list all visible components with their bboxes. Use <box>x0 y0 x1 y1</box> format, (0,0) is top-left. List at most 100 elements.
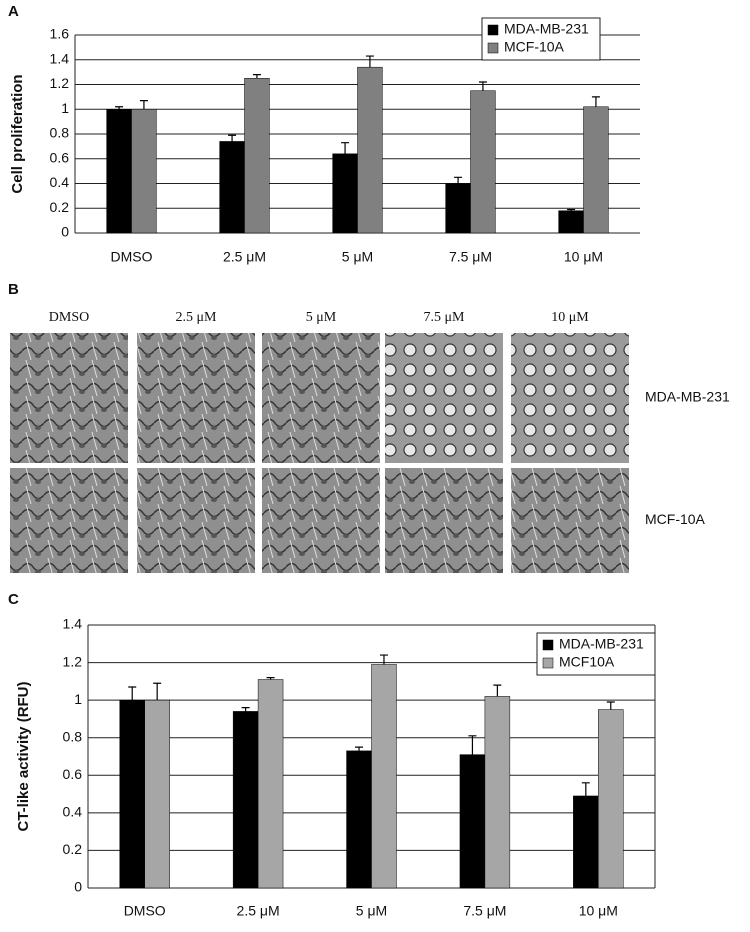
error-bar <box>266 677 275 680</box>
micrograph <box>262 468 380 573</box>
bar <box>371 664 397 889</box>
x-tick-label: 2.5 μM <box>237 903 280 919</box>
bar <box>459 754 486 889</box>
error-bar <box>606 701 615 710</box>
error-bar <box>128 686 137 701</box>
error-bar <box>153 682 162 701</box>
micrograph-row-label: MDA-MB-231 <box>645 389 730 405</box>
bar <box>131 109 157 234</box>
legend-swatch <box>487 24 499 36</box>
y-tick-label: 1.4 <box>50 50 70 66</box>
y-tick-label: 0 <box>61 224 69 240</box>
error-bar <box>115 106 124 110</box>
bar <box>106 109 132 234</box>
error-bar <box>567 208 576 211</box>
x-tick-label: DMSO <box>124 903 166 919</box>
y-tick-label: 1 <box>74 691 82 707</box>
error-bar <box>365 55 374 68</box>
bar <box>244 78 270 234</box>
legend-label: MCF10A <box>559 654 615 670</box>
y-tick-label: 0.8 <box>50 125 70 141</box>
legend-label: MCF-10A <box>504 39 565 55</box>
x-tick-label: 10 μM <box>579 903 618 919</box>
error-bar <box>355 746 364 751</box>
micrograph <box>262 333 380 463</box>
error-bar <box>252 74 261 79</box>
y-tick-label: 1.2 <box>63 653 83 669</box>
bar <box>144 699 170 889</box>
x-tick-label: 5 μM <box>342 249 373 265</box>
bar <box>232 711 259 889</box>
micrograph-column-label: DMSO <box>49 310 89 325</box>
bar <box>598 709 624 889</box>
micrograph <box>10 468 128 573</box>
error-bar <box>493 684 502 697</box>
legend-label: MDA-MB-231 <box>504 21 589 37</box>
micrograph <box>511 333 629 463</box>
y-axis-label: CT-like activity (RFU) <box>15 681 32 831</box>
legend-swatch <box>542 639 554 651</box>
x-tick-label: 7.5 μM <box>449 249 492 265</box>
panel-label: B <box>8 281 19 298</box>
error-bar <box>581 782 590 796</box>
x-tick-label: 7.5 μM <box>463 903 506 919</box>
y-tick-label: 1 <box>61 100 69 116</box>
bar <box>558 210 584 234</box>
y-tick-label: 1.2 <box>50 75 70 91</box>
micrograph-column-label: 10 μM <box>551 310 589 325</box>
error-bar <box>139 99 148 110</box>
micrograph <box>385 468 503 573</box>
micrograph <box>137 333 255 463</box>
micrograph <box>10 333 128 463</box>
bar <box>357 66 383 234</box>
error-bar <box>591 96 600 107</box>
error-bar <box>241 707 250 712</box>
bar <box>219 141 245 234</box>
error-bar <box>379 654 388 665</box>
bar <box>332 153 358 234</box>
y-tick-label: 0.4 <box>63 804 83 820</box>
x-tick-label: 10 μM <box>564 249 603 265</box>
micrograph-column-label: 7.5 μM <box>424 310 466 325</box>
y-tick-label: 0.6 <box>50 149 70 165</box>
bar <box>484 696 511 889</box>
y-tick-label: 0 <box>74 879 82 895</box>
legend-label: MDA-MB-231 <box>559 636 644 652</box>
y-tick-label: 1.4 <box>63 616 83 632</box>
error-bar <box>468 735 477 755</box>
y-tick-label: 0.2 <box>63 841 83 857</box>
x-tick-label: 2.5 μM <box>223 249 266 265</box>
bar <box>346 750 372 889</box>
y-tick-label: 0.4 <box>50 174 70 190</box>
y-tick-label: 0.8 <box>63 728 83 744</box>
legend-swatch <box>542 657 554 669</box>
legend-box <box>536 632 656 676</box>
legend-box <box>481 17 601 61</box>
micrograph-row-label: MCF-10A <box>645 511 706 527</box>
error-bar <box>228 134 237 142</box>
bar <box>583 106 609 234</box>
y-axis-label: Cell proliferation <box>9 74 26 193</box>
micrograph-column-label: 5 μM <box>306 310 337 325</box>
x-tick-label: 5 μM <box>356 903 387 919</box>
legend-swatch <box>487 42 499 54</box>
bar <box>573 795 599 889</box>
error-bar <box>454 176 463 184</box>
panel-label: C <box>8 591 19 608</box>
error-bar <box>478 81 487 91</box>
x-tick-label: DMSO <box>111 249 153 265</box>
bar <box>445 183 471 234</box>
y-tick-label: 0.6 <box>63 766 83 782</box>
bar <box>257 679 284 889</box>
y-tick-label: 0.2 <box>50 199 70 215</box>
error-bar <box>341 142 350 154</box>
bar <box>119 699 145 889</box>
micrograph <box>137 468 255 573</box>
micrograph <box>385 333 503 463</box>
micrograph-column-label: 2.5 μM <box>176 310 218 325</box>
y-tick-label: 1.6 <box>50 26 70 42</box>
micrograph <box>511 468 629 573</box>
panel-label: A <box>8 3 19 20</box>
bar <box>470 90 496 234</box>
